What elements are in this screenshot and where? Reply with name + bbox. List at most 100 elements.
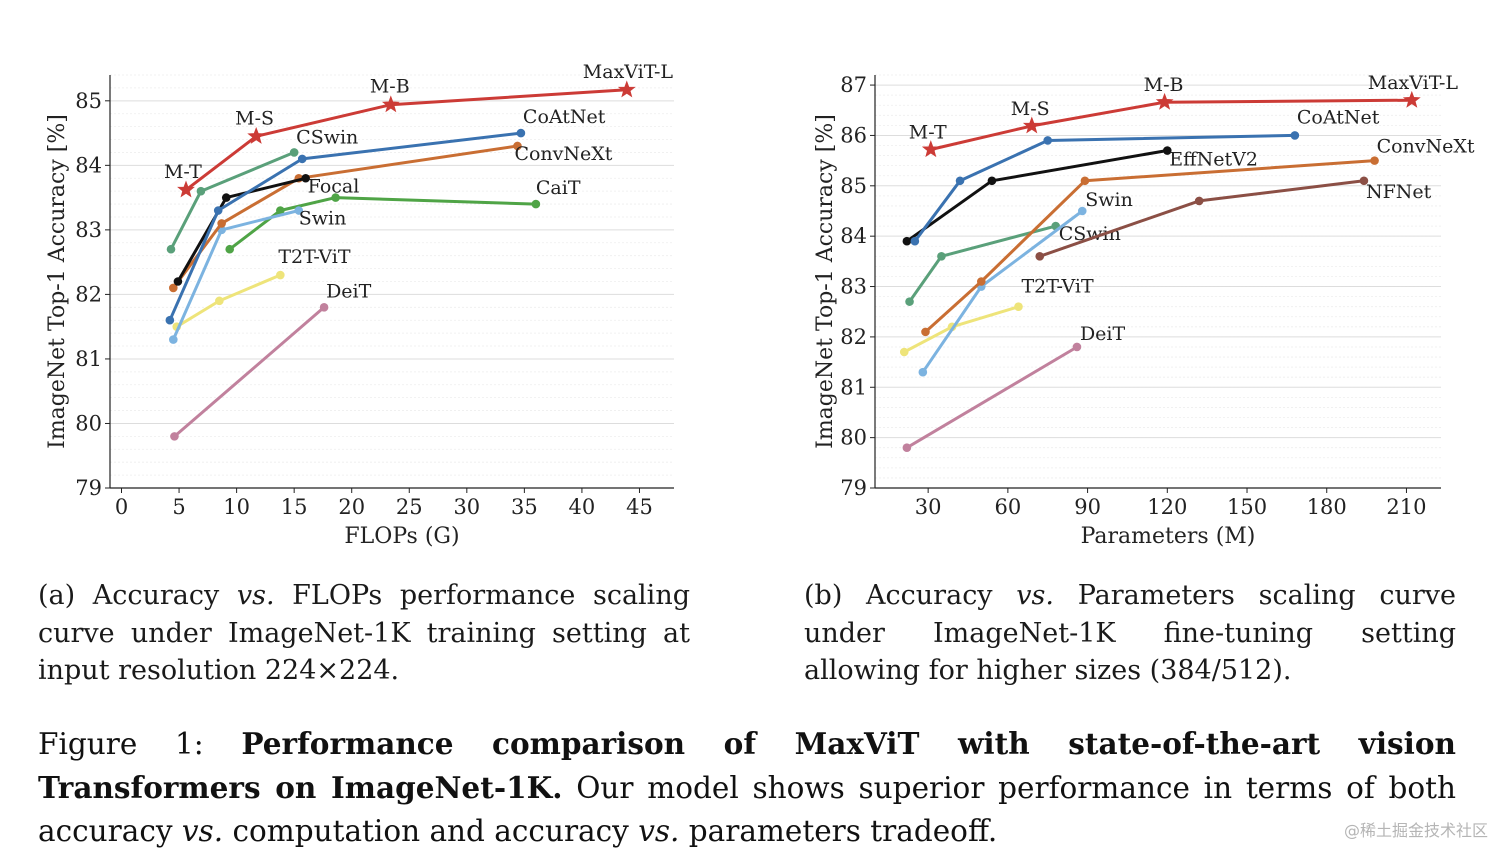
series-nfnet: NFNet [1035,176,1432,261]
data-point [165,315,175,325]
data-point [213,206,223,215]
x-tick-label: 45 [626,495,653,519]
x-tick-label: 35 [511,495,538,519]
data-point [899,347,909,357]
x-tick-label: 30 [915,495,942,519]
x-tick-label: 25 [396,495,423,519]
y-tick-label: 87 [840,73,867,97]
x-tick-label: 60 [994,495,1021,519]
data-point [169,335,178,344]
series-label: ConvNeXt [1377,136,1475,158]
series-label: DeiT [326,280,372,302]
series-label: ConvNeXt [514,143,612,165]
data-point [301,173,310,183]
y-tick-label: 83 [75,218,102,242]
series-maxvit [177,80,636,198]
x-tick-label: 5 [172,495,185,519]
series-label: T2T-ViT [1021,276,1093,298]
chart-params: 79 80 81 82 83 84 85 86 87 30 60 90 120 150 180 210 Para… [813,72,1475,549]
data-point-star [617,80,636,98]
data-point [294,206,304,215]
data-point-star [247,126,266,144]
x-tick-label: 15 [281,495,308,519]
data-point [217,219,226,228]
x-tick-label: 90 [1074,495,1101,519]
x-tick-label: 120 [1147,495,1187,519]
series-line [185,88,627,192]
y-tick-label: 80 [75,411,102,435]
series-line [168,131,522,321]
y-tick-label: 81 [75,347,102,371]
series-label: Swin [299,208,347,230]
series-line [228,196,536,251]
y-tick-label: 84 [840,224,867,248]
data-point [276,270,285,280]
series-coatnet: CoAtNet [910,106,1380,246]
x-tick-label: 20 [338,495,365,519]
series-line [924,159,1375,334]
y-tick-label: 86 [840,123,867,147]
series-label: CaiT [536,177,581,199]
x-tick-label: 30 [453,495,480,519]
x-tick-label: 150 [1227,495,1267,519]
series-coatnet: CoAtNet [165,106,606,325]
y-tick-label: 83 [840,275,867,299]
y-tick-label: 85 [75,89,102,113]
y-tick-label: 85 [840,174,867,198]
y-tick-label: 81 [840,375,867,399]
series-line [173,306,326,438]
x-axis-title: Parameters (M) [1081,524,1256,549]
data-point [1370,156,1379,165]
series-label: EffNetV2 [1169,149,1258,171]
data-point [955,176,965,186]
figure-caption: Figure 1: Performance comparison of MaxV… [38,726,1456,848]
series-label: DeiT [1080,323,1126,345]
y-tick-label: 79 [75,476,102,500]
data-point [297,154,307,164]
data-point-star [381,95,400,113]
series-label: CoAtNet [523,106,606,128]
data-point [1080,176,1090,186]
data-point-star [177,180,195,198]
series-t2t-vit: T2T-ViT [172,246,351,331]
series-cswin: CSwin [905,221,1121,306]
point-annotation: M-B [1144,74,1184,96]
data-point [289,148,299,157]
figure-charts: 79 80 81 82 83 84 85 0 5 10 15 20 25 30 35 40 45 FLOPs (G… [45,61,1475,549]
data-point [987,176,997,186]
series-line [930,98,1412,151]
point-annotation: MaxViT-L [1368,72,1459,94]
point-annotation: M-T [164,161,202,183]
series-label: Focal [308,175,360,197]
point-annotation: M-S [235,107,274,129]
series-deit: DeiT [902,323,1126,453]
data-point [1035,252,1045,261]
data-point [902,443,912,453]
y-tick-label: 82 [75,282,102,306]
data-point [905,297,914,306]
series-label: Swin [1085,189,1133,211]
series-effnetv2: EffNetV2 [902,146,1258,246]
data-point [1359,176,1369,186]
data-point [1077,206,1087,216]
x-tick-label: 210 [1386,495,1426,519]
chart-flops: 79 80 81 82 83 84 85 0 5 10 15 20 25 30 35 40 45 FLOPs (G… [45,61,674,549]
data-point [169,283,178,293]
x-tick-label: 40 [569,495,596,519]
y-tick-label: 84 [75,153,102,177]
series-t2t-vit: T2T-ViT [899,276,1094,357]
series-label: CSwin [1059,223,1121,245]
series-label: T2T-ViT [278,246,350,268]
y-tick-label: 80 [840,426,867,450]
data-point [1014,302,1023,311]
series-convnext: ConvNeXt [921,136,1475,337]
data-point-star [1022,116,1041,134]
series-cait: CaiT [225,177,581,254]
series-label: CoAtNet [1297,106,1380,128]
series-line [913,133,1295,243]
series-cswin: CSwin [166,126,358,254]
data-point [1290,131,1300,140]
data-point [173,277,183,286]
x-tick-label: 0 [115,495,128,519]
data-point-star [1402,90,1421,108]
